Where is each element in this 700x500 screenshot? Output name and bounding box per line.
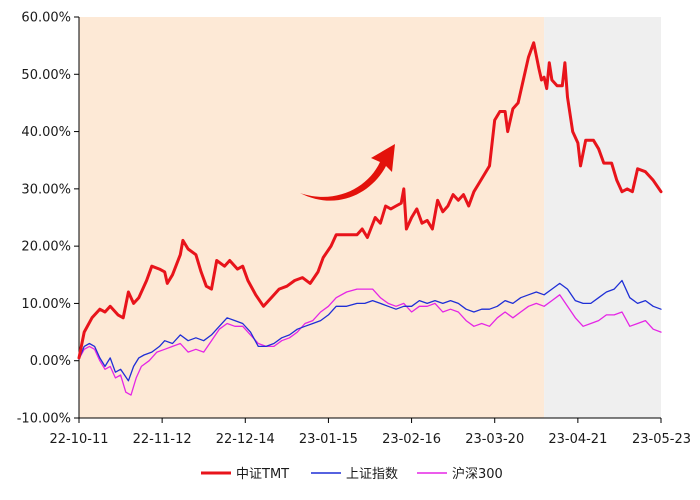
x-tick-label: 22-12-14 [216,432,275,447]
x-tick-label: 23-02-16 [382,432,441,447]
x-tick-label: 23-05-23 [632,432,691,447]
axes: -10.00% 0.00% 10.00% 20.00% 30.00% 40.00% 50.0… [17,11,691,448]
x-tick-label: 22-11-12 [133,432,192,447]
y-tick-label: -10.00% [17,412,71,427]
y-tick-label: 20.00% [21,240,71,255]
x-tick-label: 22-10-11 [49,432,108,447]
y-tick-label: 60.00% [21,11,71,26]
legend-label: 中证TMT [236,467,289,482]
legend: 中证TMT 上证指数 沪深300 [201,466,503,482]
shaded-region-1 [544,17,661,418]
series-line-0 [77,41,663,360]
legend-label: 上证指数 [346,467,398,482]
trend-arrow-icon [300,144,395,201]
shaded-regions [79,17,661,418]
y-tick-label: 10.00% [21,297,71,312]
y-tick-label: 40.00% [21,125,71,140]
x-tick-label: 23-03-20 [465,432,524,447]
series-lines [77,41,663,396]
series-line-2 [78,288,662,396]
y-tick-label: 0.00% [30,354,71,369]
x-tick-label: 23-01-15 [299,432,358,447]
y-tick-label: 30.00% [21,182,71,197]
y-tick-label: 50.00% [21,68,71,83]
shaded-region-0 [79,17,545,418]
legend-label: 沪深300 [452,466,503,482]
series-line-1 [78,279,662,382]
annotation [300,144,395,201]
x-tick-label: 23-04-21 [548,432,607,447]
